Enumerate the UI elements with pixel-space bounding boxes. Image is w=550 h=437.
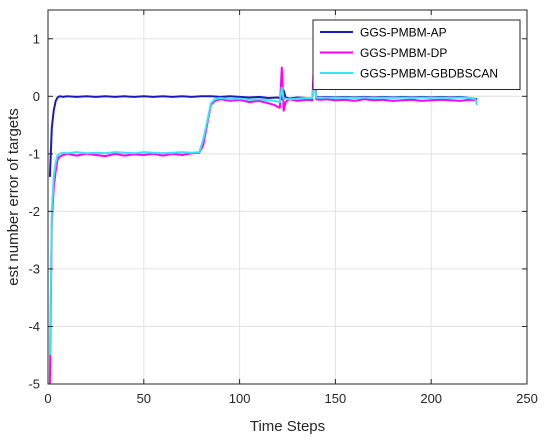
plot-frame	[47, 9, 528, 385]
x-tick-label: 150	[325, 391, 347, 406]
legend: GGS-PMBM-AP GGS-PMBM-DP GGS-PMBM-GBDBSCAN	[312, 19, 521, 90]
x-tick-label: 50	[137, 391, 151, 406]
x-tick-label: 100	[229, 391, 251, 406]
y-tick-label: -5	[28, 377, 40, 392]
legend-label: GGS-PMBM-AP	[360, 26, 447, 40]
y-axis-ticks: -5 -4 -3 -2 -1 0 1	[28, 31, 527, 392]
x-axis-label: Time Steps	[250, 418, 325, 435]
legend-label: GGS-PMBM-GBDBSCAN	[360, 67, 498, 81]
y-tick-label: -4	[28, 319, 40, 334]
legend-label: GGS-PMBM-DP	[360, 46, 447, 60]
y-tick-label: -2	[28, 204, 40, 219]
x-tick-label: 0	[44, 391, 51, 406]
x-tick-label: 200	[420, 391, 442, 406]
y-tick-label: 0	[33, 89, 40, 104]
x-axis-ticks: 0 50 100 150 200 250	[44, 10, 538, 406]
y-tick-label: 1	[33, 31, 40, 46]
series-line-2	[48, 52, 478, 385]
y-axis-label: est number error of targets	[5, 108, 22, 286]
series-lines	[48, 52, 479, 385]
y-tick-label: -3	[28, 261, 40, 276]
series-line-3	[48, 78, 479, 356]
x-tick-label: 250	[516, 391, 538, 406]
y-tick-label: -1	[28, 146, 40, 161]
series-line-1	[48, 75, 478, 177]
